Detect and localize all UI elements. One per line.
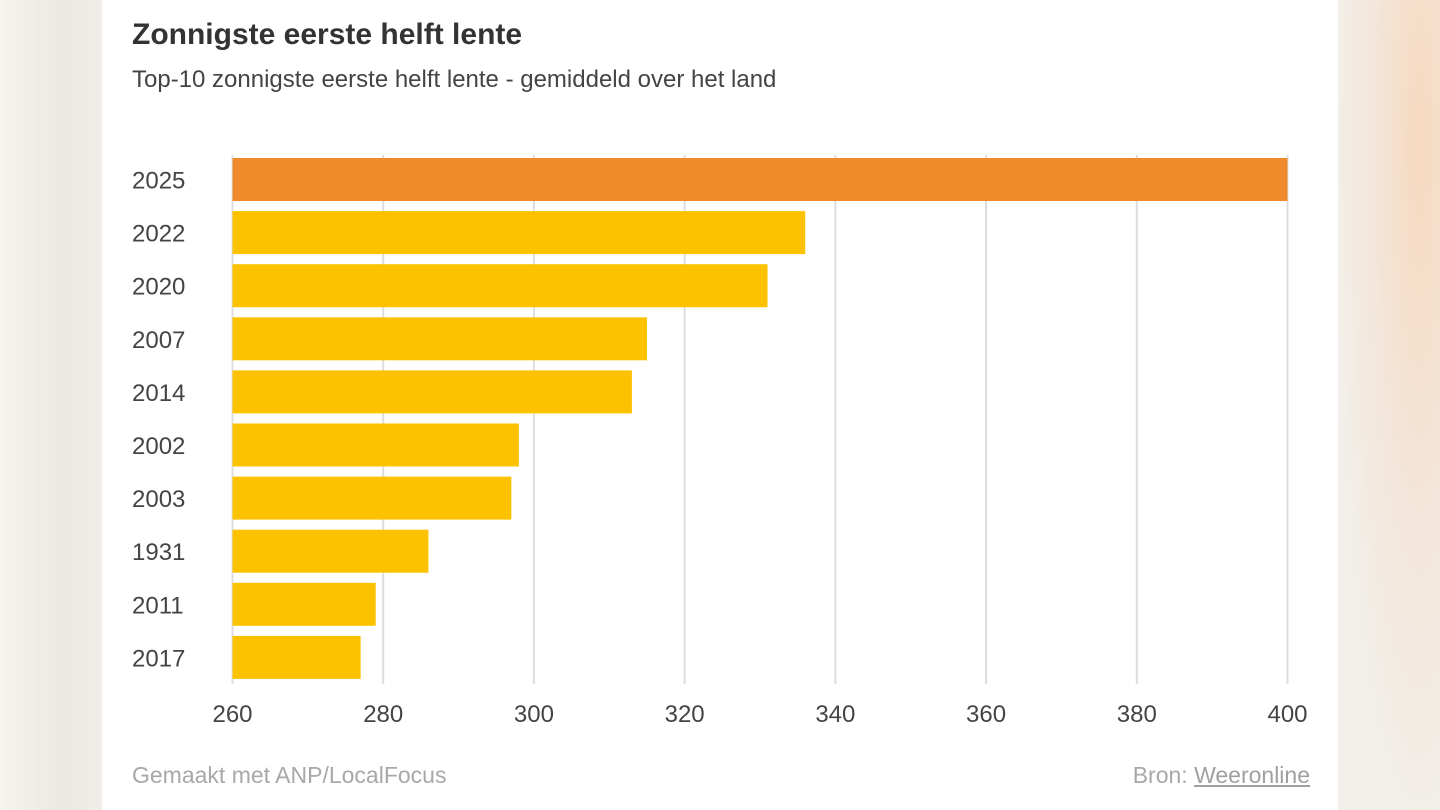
footer-source: Bron: Weeronline bbox=[1133, 762, 1310, 789]
bar-1931[interactable] bbox=[232, 529, 429, 573]
bar-2007[interactable] bbox=[232, 317, 647, 361]
category-label-2014: 2014 bbox=[132, 380, 185, 407]
background-left bbox=[0, 0, 102, 810]
chart-subtitle: Top-10 zonnigste eerste helft lente - ge… bbox=[132, 66, 777, 93]
bar-2002[interactable] bbox=[232, 423, 519, 467]
x-tick-label-340: 340 bbox=[815, 701, 855, 728]
gridlines bbox=[231, 155, 1289, 684]
bar-2025[interactable] bbox=[232, 158, 1288, 201]
background-right bbox=[1338, 0, 1440, 810]
x-tick-label-320: 320 bbox=[665, 701, 705, 728]
category-label-2022: 2022 bbox=[132, 221, 185, 248]
source-link[interactable]: Weeronline bbox=[1194, 762, 1310, 788]
x-tick-label-360: 360 bbox=[966, 701, 1006, 728]
category-label-2002: 2002 bbox=[132, 433, 185, 460]
chart-title: Zonnigste eerste helft lente bbox=[132, 18, 523, 51]
chart-card: Zonnigste eerste helft lente Top-10 zonn… bbox=[102, 0, 1338, 810]
x-tick-labels: 260 280 300 320 340 360 380 400 bbox=[212, 701, 1307, 728]
category-label-2017: 2017 bbox=[132, 645, 185, 672]
bars bbox=[232, 158, 1288, 679]
category-label-2003: 2003 bbox=[132, 486, 185, 513]
category-labels: 2025 2022 2020 2007 2014 2002 2003 1931 2011 2017 bbox=[132, 168, 185, 673]
bar-2011[interactable] bbox=[232, 582, 376, 626]
category-label-2011: 2011 bbox=[132, 592, 184, 619]
bar-2022[interactable] bbox=[232, 211, 806, 255]
x-tick-label-260: 260 bbox=[212, 701, 252, 728]
source-prefix: Bron: bbox=[1132, 762, 1188, 788]
x-tick-label-300: 300 bbox=[514, 701, 554, 728]
category-label-1931: 1931 bbox=[132, 539, 185, 566]
x-tick-label-400: 400 bbox=[1267, 701, 1307, 728]
bar-chart: 2025 2022 2020 2007 2014 2002 2003 1931 2011 2017… bbox=[132, 155, 1308, 728]
x-tick-label-380: 380 bbox=[1117, 701, 1157, 728]
category-label-2025: 2025 bbox=[132, 168, 185, 195]
bar-2020[interactable] bbox=[232, 264, 768, 308]
category-label-2020: 2020 bbox=[132, 274, 185, 301]
bar-2014[interactable] bbox=[232, 370, 632, 414]
footer-credit: Gemaakt met ANP/LocalFocus bbox=[132, 762, 447, 788]
category-label-2007: 2007 bbox=[132, 327, 185, 354]
x-tick-label-280: 280 bbox=[363, 701, 403, 728]
bar-2003[interactable] bbox=[232, 476, 512, 520]
bar-2017[interactable] bbox=[232, 635, 361, 679]
